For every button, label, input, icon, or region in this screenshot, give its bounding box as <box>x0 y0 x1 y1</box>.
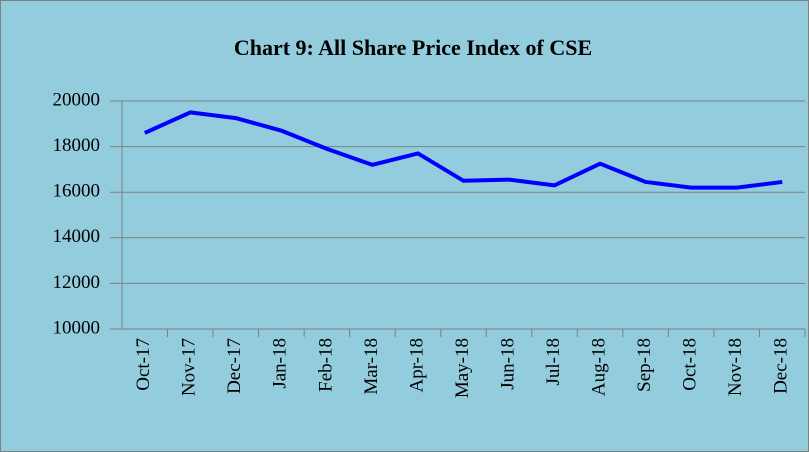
y-tick-label: 12000 <box>53 272 101 293</box>
y-tick-label: 14000 <box>53 226 101 247</box>
y-tick-label: 10000 <box>53 317 101 338</box>
x-tick-label: Jul-18 <box>543 338 564 386</box>
x-tick-label: Oct-18 <box>680 338 701 391</box>
x-tick-label: May-18 <box>452 338 473 398</box>
y-tick-label: 16000 <box>53 181 101 202</box>
x-tick-label: Mar-18 <box>361 338 382 395</box>
x-tick-label: Oct-17 <box>133 338 154 391</box>
x-tick-label: Sep-18 <box>634 338 655 392</box>
chart-title: Chart 9: All Share Price Index of CSE <box>234 35 592 60</box>
y-tick-label: 20000 <box>53 89 101 110</box>
x-tick-label: Jun-18 <box>497 338 518 390</box>
x-tick-label: Nov-17 <box>179 338 200 396</box>
x-tick-label: Dec-18 <box>771 338 792 394</box>
x-tick-label: Dec-17 <box>224 338 245 394</box>
y-tick-label: 18000 <box>53 135 101 156</box>
line-series <box>143 110 783 190</box>
x-tick-label: Aug-18 <box>588 338 609 396</box>
x-tick-label: Feb-18 <box>315 338 336 392</box>
x-tick-label: Jan-18 <box>270 338 291 389</box>
x-tick-label: Nov-18 <box>725 338 746 396</box>
x-tick-label: Apr-18 <box>406 338 427 393</box>
